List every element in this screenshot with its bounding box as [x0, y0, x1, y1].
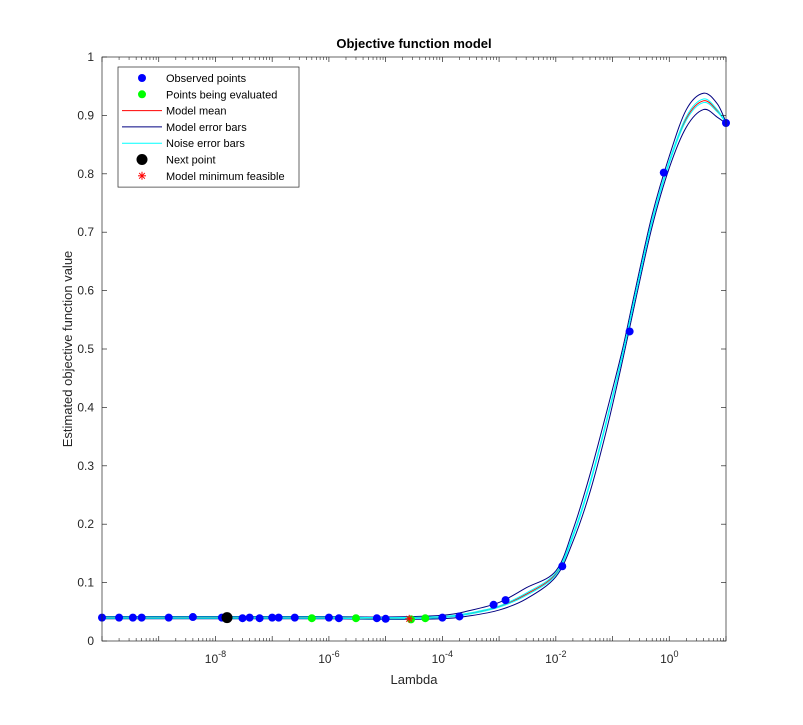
x-tick-label: 100: [660, 649, 678, 666]
observed-point: [659, 168, 668, 177]
legend-label: Next point: [166, 155, 216, 167]
x-tick-label: 10-4: [432, 649, 453, 666]
observed-point: [489, 600, 498, 609]
legend-entry: Points being evaluated: [138, 89, 277, 101]
y-tick-label: 0.6: [77, 284, 94, 298]
legend-label: Model error bars: [166, 122, 247, 134]
legend-marker: [136, 154, 148, 165]
legend-label: Points being evaluated: [166, 89, 277, 101]
axes: 0 0.1 0.2 0.3 0.4 0.5 0.6 0.7 0.8 0.9 1 10-8 10-6 10-…: [77, 50, 727, 666]
evaluated-point: [307, 614, 316, 623]
legend: Observed points Points being evaluated Mod…: [117, 66, 300, 188]
y-tick-label: 0.3: [77, 459, 94, 473]
observed-point: [274, 613, 283, 622]
observed-point: [164, 613, 173, 622]
y-tick-label: 0.2: [77, 517, 94, 531]
legend-star: [138, 171, 146, 180]
observed-point: [245, 613, 254, 622]
model-minimum-feasible-marker: [405, 614, 414, 623]
y-tick-label: 1: [87, 50, 94, 64]
next-point-marker: [221, 612, 233, 624]
legend-label: Model mean: [166, 106, 227, 118]
evaluated-point: [351, 614, 360, 623]
legend-entry: Model minimum feasible: [138, 171, 285, 183]
observed-point: [238, 614, 247, 623]
observed-point: [137, 613, 146, 622]
legend-entry: Model mean: [122, 106, 227, 118]
observed-point: [381, 614, 390, 623]
y-tick-label: 0: [87, 634, 94, 648]
observed-point: [438, 613, 447, 622]
x-tick-label: 10-8: [205, 649, 226, 666]
observed-point: [558, 562, 567, 571]
legend-marker: [138, 90, 146, 99]
x-tick-label: 10-2: [545, 649, 566, 666]
legend-entry: Model error bars: [122, 122, 247, 134]
observed-point: [128, 613, 137, 622]
observed-point: [115, 613, 124, 622]
observed-point: [324, 613, 333, 622]
legend-label: Observed points: [166, 73, 247, 85]
y-axis-label: Estimated objective function value: [60, 251, 75, 448]
traces: [98, 92, 730, 624]
observed-point: [625, 327, 634, 336]
legend-entry: Observed points: [138, 73, 247, 85]
x-tick-label: 10-6: [318, 649, 339, 666]
y-tick-label: 0.5: [77, 342, 94, 356]
x-axis-label: Lambda: [391, 672, 439, 687]
observed-point: [188, 613, 197, 622]
y-tick-label: 0.8: [77, 167, 94, 181]
observed-point: [455, 612, 464, 621]
y-tick-label: 0.9: [77, 108, 94, 122]
legend-label: Model minimum feasible: [166, 171, 285, 183]
legend-marker: [138, 74, 146, 82]
y-tick-label: 0.1: [77, 576, 94, 590]
model-upper-error-line: [102, 92, 727, 618]
legend-label: Noise error bars: [166, 138, 245, 150]
legend-entry: Next point: [136, 154, 216, 167]
observed-point: [334, 614, 343, 623]
y-tick-label: 0.7: [77, 225, 94, 239]
observed-point: [372, 614, 381, 623]
observed-point: [268, 613, 277, 622]
chart-title: Objective function model: [336, 36, 491, 51]
y-tick-label: 0.4: [77, 400, 94, 414]
legend-entry: Noise error bars: [122, 138, 245, 150]
observed-point: [290, 613, 299, 622]
evaluated-point: [421, 614, 430, 623]
observed-point: [255, 614, 264, 623]
observed-point: [501, 596, 510, 605]
